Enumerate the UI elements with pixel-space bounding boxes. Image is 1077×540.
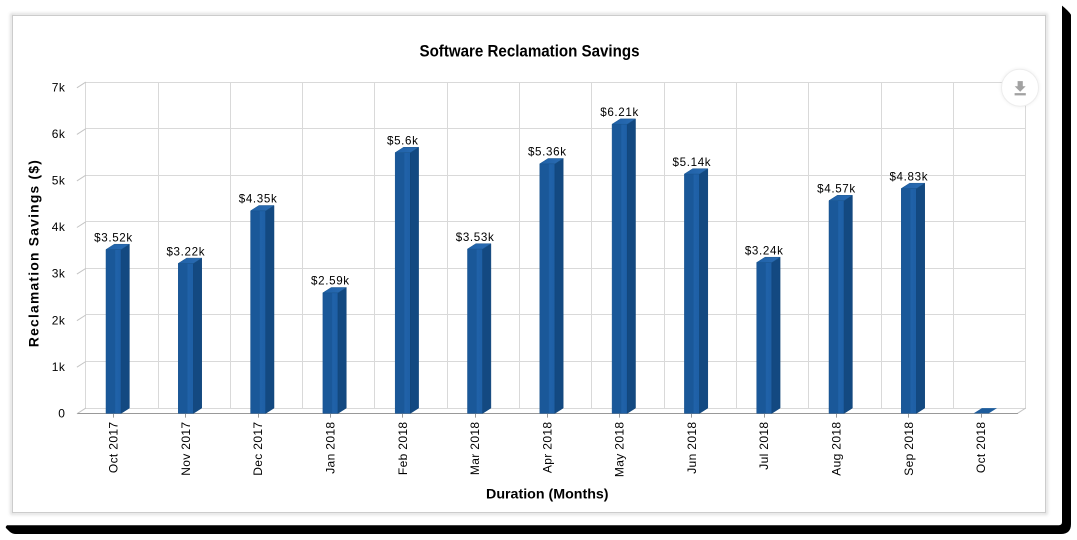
svg-text:3k: 3k <box>52 267 66 281</box>
svg-text:6k: 6k <box>52 127 66 141</box>
svg-text:Dec 2017: Dec 2017 <box>251 422 265 476</box>
svg-text:1k: 1k <box>52 360 66 374</box>
svg-text:Jul 2018: Jul 2018 <box>757 422 771 470</box>
svg-text:Mar 2018: Mar 2018 <box>468 422 482 476</box>
svg-text:$5.14k: $5.14k <box>673 156 712 169</box>
svg-text:$5.36k: $5.36k <box>528 146 567 159</box>
svg-text:Oct 2018: Oct 2018 <box>974 422 988 474</box>
svg-text:Feb 2018: Feb 2018 <box>396 422 410 476</box>
svg-text:5k: 5k <box>52 174 66 188</box>
svg-text:$4.35k: $4.35k <box>239 193 278 206</box>
svg-text:$3.52k: $3.52k <box>94 231 133 244</box>
svg-text:$4.57k: $4.57k <box>817 183 856 196</box>
svg-text:4k: 4k <box>52 220 66 234</box>
svg-text:2k: 2k <box>52 313 66 327</box>
svg-text:$5.6k: $5.6k <box>387 135 419 148</box>
svg-text:$4.83k: $4.83k <box>889 170 928 183</box>
svg-text:Reclamation Savings ($): Reclamation Savings ($) <box>27 160 42 347</box>
svg-text:$3.24k: $3.24k <box>745 244 784 257</box>
svg-text:Apr 2018: Apr 2018 <box>540 422 554 474</box>
svg-text:$2.59k: $2.59k <box>311 275 350 288</box>
svg-text:Jun 2018: Jun 2018 <box>685 422 699 474</box>
svg-text:$3.53k: $3.53k <box>456 231 495 244</box>
svg-text:$6.21k: $6.21k <box>600 106 639 119</box>
svg-text:$3.22k: $3.22k <box>166 245 205 258</box>
svg-text:Sep 2018: Sep 2018 <box>902 422 916 476</box>
svg-text:Nov 2017: Nov 2017 <box>179 422 193 476</box>
svg-text:Aug 2018: Aug 2018 <box>830 422 844 476</box>
svg-text:Oct 2017: Oct 2017 <box>107 422 121 474</box>
svg-text:7k: 7k <box>52 80 66 94</box>
svg-text:0: 0 <box>58 406 65 420</box>
svg-text:Duration (Months): Duration (Months) <box>486 487 609 503</box>
svg-text:Jan 2018: Jan 2018 <box>323 422 337 474</box>
svg-text:May 2018: May 2018 <box>613 422 627 478</box>
svg-text:Software Reclamation Savings: Software Reclamation Savings <box>420 42 640 61</box>
